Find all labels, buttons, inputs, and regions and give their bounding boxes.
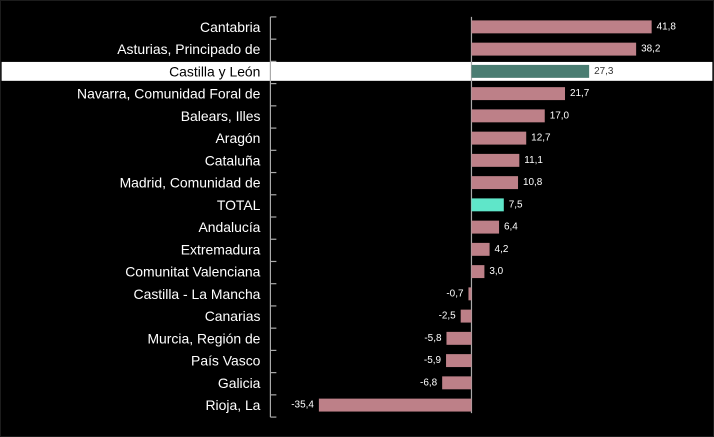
bar	[471, 153, 520, 167]
value-label: -5,8	[424, 333, 442, 344]
value-label: 4,2	[495, 244, 509, 255]
category-label: Madrid, Comunidad de	[120, 175, 261, 191]
value-label: 41,8	[657, 21, 677, 32]
category-label: Castilla - La Mancha	[134, 286, 261, 302]
bar	[471, 176, 519, 190]
value-label: 7,5	[509, 199, 523, 210]
category-label: Galicia	[218, 375, 261, 391]
bar	[471, 220, 500, 234]
bar	[471, 265, 485, 279]
category-label: Murcia, Región de	[147, 330, 260, 346]
value-label: 17,0	[550, 110, 570, 121]
bar	[318, 398, 472, 412]
bar	[468, 287, 472, 301]
value-label: -35,4	[291, 400, 314, 411]
value-label: -0,7	[446, 288, 464, 299]
category-label: Comunitat Valenciana	[125, 264, 260, 280]
category-label: Andalucía	[199, 219, 261, 235]
category-label: País Vasco	[191, 353, 261, 369]
value-label: 6,4	[504, 222, 518, 233]
category-label: Rioja, La	[205, 397, 260, 413]
value-label: -6,8	[420, 377, 438, 388]
bar	[471, 198, 504, 212]
value-label: 38,2	[641, 44, 661, 55]
category-label: Castilla y León	[169, 63, 260, 79]
category-label: Extremadura	[181, 241, 261, 257]
category-label: Aragón	[216, 130, 261, 146]
bar	[471, 42, 637, 56]
category-label: Cataluña	[205, 152, 261, 168]
bar	[471, 20, 652, 34]
category-label: Asturias, Principado de	[117, 41, 260, 57]
value-label: 27,3	[594, 66, 614, 77]
value-label: 10,8	[523, 177, 543, 188]
bar	[446, 354, 472, 368]
bar	[471, 109, 545, 123]
bar	[442, 376, 472, 390]
value-label: -5,9	[424, 355, 442, 366]
bar	[460, 309, 472, 323]
value-label: 12,7	[531, 133, 551, 144]
category-label: Canarias	[205, 308, 261, 324]
category-label: TOTAL	[217, 197, 261, 213]
category-label: Navarra, Comunidad Foral de	[77, 86, 261, 102]
value-label: -2,5	[439, 311, 457, 322]
bar	[446, 331, 472, 345]
category-label: Balears, Illes	[181, 108, 261, 124]
bar	[471, 64, 590, 78]
bar	[471, 242, 490, 256]
value-label: 3,0	[489, 266, 503, 277]
category-label: Cantabria	[200, 19, 261, 35]
bar	[471, 131, 527, 145]
bar	[471, 87, 566, 101]
value-label: 11,1	[524, 155, 543, 166]
value-label: 21,7	[570, 88, 590, 99]
